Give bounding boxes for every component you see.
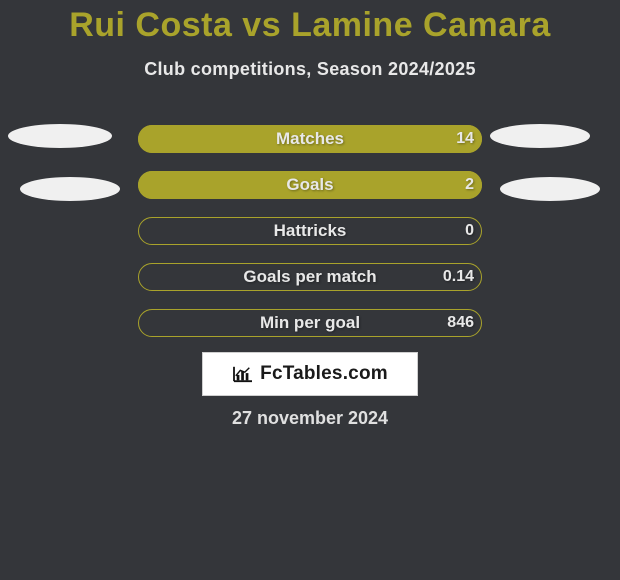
bar-chart-icon — [232, 365, 254, 383]
decorative-ellipse — [20, 177, 120, 201]
brand-text: FcTables.com — [260, 363, 388, 385]
bar-value: 0.14 — [138, 263, 474, 291]
page-subtitle: Club competitions, Season 2024/2025 — [0, 45, 620, 80]
bar-value: 14 — [138, 125, 474, 153]
bar-value: 846 — [138, 309, 474, 337]
snapshot-date: 27 november 2024 — [0, 408, 620, 429]
decorative-ellipse — [8, 124, 112, 148]
bars-container: Matches14Goals2Hattricks0Goals per match… — [0, 124, 620, 354]
bar-value: 0 — [138, 217, 474, 245]
stat-row: Hattricks0 — [0, 216, 620, 262]
comparison-panel: Rui Costa vs Lamine Camara Club competit… — [0, 0, 620, 580]
bar-value: 2 — [138, 171, 474, 199]
decorative-ellipse — [500, 177, 600, 201]
decorative-ellipse — [490, 124, 590, 148]
stat-row: Goals per match0.14 — [0, 262, 620, 308]
stat-row: Min per goal846 — [0, 308, 620, 354]
brand-badge[interactable]: FcTables.com — [202, 352, 418, 396]
page-title: Rui Costa vs Lamine Camara — [0, 0, 620, 45]
